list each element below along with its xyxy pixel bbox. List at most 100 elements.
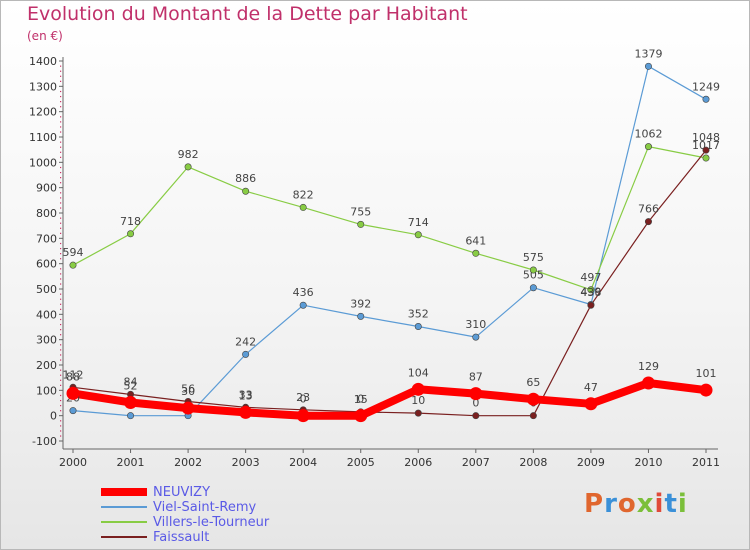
y-minor-tick — [60, 384, 62, 386]
y-minor-tick — [60, 425, 62, 427]
logo-letter: r — [604, 489, 618, 519]
y-minor-tick — [60, 379, 62, 381]
data-label-villers-le-tourneur: 575 — [523, 251, 544, 264]
y-tick-label: 1300 — [29, 80, 57, 93]
data-point-villers-le-tourneur — [414, 231, 422, 239]
series-line-faissault — [72, 149, 707, 417]
y-minor-tick — [60, 242, 62, 245]
y-minor-tick — [60, 410, 62, 412]
data-label-neuvizy: 87 — [469, 371, 483, 384]
data-label-neuvizy: 129 — [638, 360, 659, 373]
y-minor-tick — [60, 232, 62, 234]
data-point-neuvizy — [296, 409, 310, 423]
data-label-viel-saint-remy: 1249 — [692, 80, 720, 93]
y-tick-label: 900 — [36, 182, 57, 195]
data-label-faissault: 56 — [181, 382, 195, 395]
data-label-viel-saint-remy: 436 — [293, 286, 314, 299]
y-minor-tick — [60, 247, 62, 250]
logo-letter: P — [584, 489, 605, 519]
data-point-villers-le-tourneur — [242, 187, 250, 195]
y-minor-tick — [60, 141, 62, 143]
y-minor-tick — [60, 207, 62, 209]
logo-letter: i — [677, 489, 688, 519]
x-tick-label: 2010 — [634, 456, 662, 469]
data-point-villers-le-tourneur — [127, 230, 135, 238]
y-minor-tick — [60, 374, 62, 376]
y-minor-tick — [60, 146, 62, 148]
data-point-viel-saint-remy — [69, 407, 77, 415]
x-tick-label: 2001 — [117, 456, 145, 469]
data-point-villers-le-tourneur — [644, 143, 652, 151]
data-label-faissault: 23 — [296, 391, 310, 404]
data-point-villers-le-tourneur — [184, 163, 192, 171]
legend-label-villers-le-tourneur: Villers-le-Tourneur — [153, 515, 270, 530]
y-minor-tick — [60, 283, 62, 285]
y-minor-tick — [60, 182, 62, 184]
y-tick-label: 0 — [50, 410, 57, 423]
data-label-neuvizy: 30 — [181, 385, 195, 398]
data-point-neuvizy — [354, 409, 368, 423]
series-line-neuvizy — [69, 379, 710, 420]
data-point-faissault — [702, 146, 710, 154]
data-label-villers-le-tourneur: 1062 — [634, 128, 662, 141]
data-label-viel-saint-remy: 1379 — [634, 47, 662, 60]
legend-swatch-neuvizy — [101, 488, 147, 496]
y-minor-tick — [60, 359, 62, 361]
y-minor-tick — [60, 197, 62, 199]
data-point-neuvizy — [66, 386, 80, 400]
x-tick-label: 2009 — [577, 456, 605, 469]
x-tick-label: 2003 — [232, 456, 260, 469]
data-point-faissault — [529, 412, 537, 420]
data-label-faissault: 33 — [239, 388, 253, 401]
legend-label-neuvizy: NEUVIZY — [153, 485, 211, 500]
y-tick-label: 1100 — [29, 131, 57, 144]
y-minor-tick — [60, 258, 62, 260]
data-label-faissault: 15 — [354, 393, 368, 406]
y-minor-tick — [60, 349, 62, 351]
data-label-neuvizy: 101 — [696, 367, 717, 380]
data-label-faissault: 112 — [63, 368, 84, 381]
y-minor-tick — [60, 151, 62, 153]
legend-swatch-viel-saint-remy — [101, 506, 147, 508]
data-label-faissault: 0 — [472, 397, 479, 410]
y-tick-label: 800 — [36, 207, 57, 220]
y-minor-tick — [60, 394, 62, 397]
y-minor-tick — [60, 121, 62, 123]
series-line-villers-le-tourneur — [72, 146, 707, 291]
data-point-faissault — [644, 218, 652, 226]
data-point-neuvizy — [181, 401, 195, 415]
x-tick-label: 2011 — [692, 456, 720, 469]
logo-letter: i — [654, 489, 665, 519]
x-tick-label: 2004 — [289, 456, 317, 469]
y-minor-tick — [60, 303, 62, 305]
y-minor-tick — [60, 323, 62, 326]
legend-label-viel-saint-remy: Viel-Saint-Remy — [153, 500, 257, 515]
data-point-neuvizy — [124, 395, 138, 409]
proxiti-logo: Proxiti — [584, 489, 688, 519]
data-point-villers-le-tourneur — [472, 249, 480, 257]
logo-letter: t — [664, 489, 678, 519]
x-tick-label: 2002 — [174, 456, 202, 469]
logo-letter: o — [617, 489, 637, 519]
y-minor-tick — [60, 278, 62, 280]
y-minor-tick — [60, 101, 62, 103]
data-label-villers-le-tourneur: 1017 — [692, 139, 720, 152]
data-point-viel-saint-remy — [644, 62, 652, 70]
x-tick-label: 2007 — [462, 456, 490, 469]
y-tick-label: 500 — [36, 283, 57, 296]
data-point-viel-saint-remy — [299, 301, 307, 309]
data-label-villers-le-tourneur: 718 — [120, 215, 141, 228]
y-minor-tick — [60, 334, 62, 336]
data-label-neuvizy: 52 — [124, 379, 138, 392]
data-label-neuvizy: 104 — [408, 366, 429, 379]
data-point-neuvizy — [526, 392, 540, 406]
data-label-neuvizy: 47 — [584, 381, 598, 394]
data-label-villers-le-tourneur: 714 — [408, 216, 429, 229]
data-point-viel-saint-remy — [242, 350, 250, 358]
data-point-viel-saint-remy — [414, 322, 422, 330]
x-tick-label: 2005 — [347, 456, 375, 469]
data-label-villers-le-tourneur: 886 — [235, 172, 256, 185]
data-label-viel-saint-remy: 310 — [465, 318, 486, 331]
